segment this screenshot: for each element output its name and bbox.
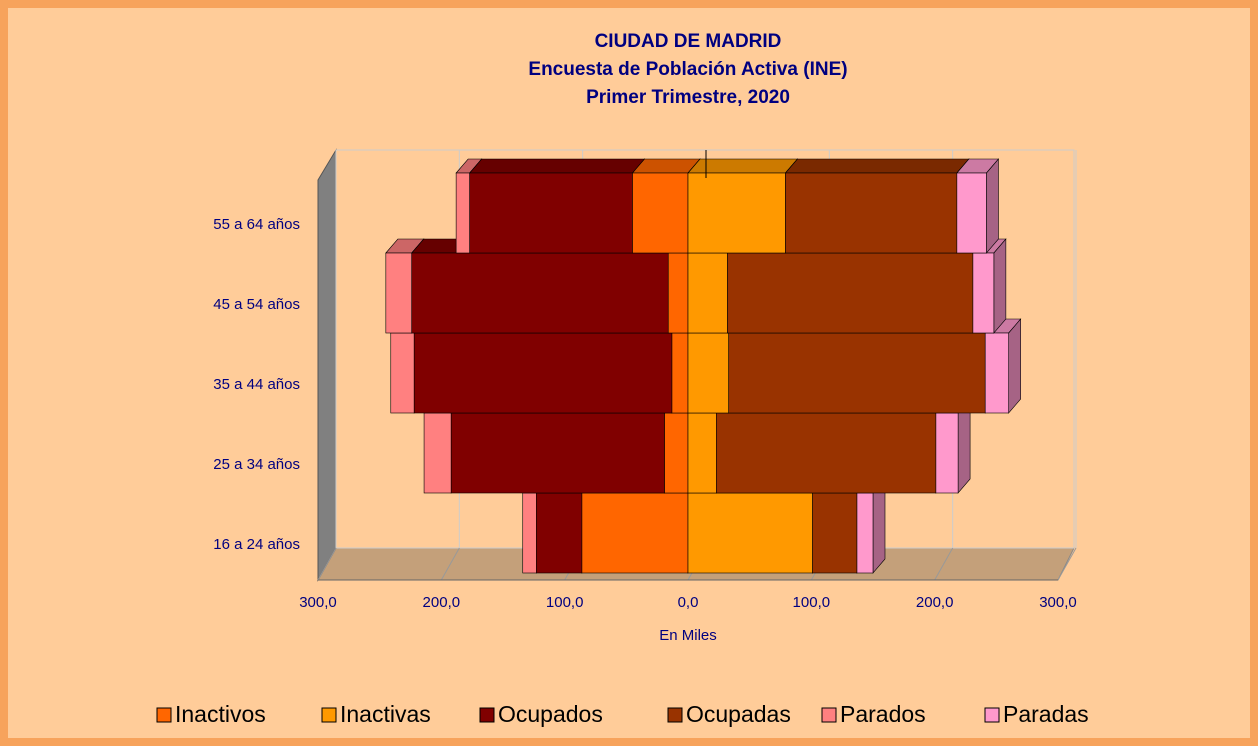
legend-swatch xyxy=(821,707,837,723)
bar xyxy=(522,492,537,574)
grid-line xyxy=(317,547,337,581)
grid-line xyxy=(1057,547,1077,581)
x-tick-label: 100,0 xyxy=(793,594,831,611)
bar-top xyxy=(687,158,799,174)
bar xyxy=(728,332,986,414)
legend-label: Ocupadas xyxy=(686,701,791,727)
chart-title: Encuesta de Población Activa (INE) xyxy=(528,59,847,80)
bar xyxy=(856,492,874,574)
legend-label: Inactivas xyxy=(340,701,431,727)
bar xyxy=(812,492,858,574)
chart-title: Primer Trimestre, 2020 xyxy=(586,87,790,108)
x-tick-label: 200,0 xyxy=(916,594,954,611)
chart-title: CIUDAD DE MADRID xyxy=(595,31,782,52)
x-tick-label: 0,0 xyxy=(678,594,699,611)
bar xyxy=(935,412,959,494)
bar-side xyxy=(1008,318,1021,414)
grid-line xyxy=(440,547,460,581)
bar xyxy=(535,492,583,574)
legend-swatch xyxy=(321,707,337,723)
bar xyxy=(687,332,730,414)
bar xyxy=(716,412,937,494)
legend-swatch xyxy=(984,707,1000,723)
bar xyxy=(956,172,987,254)
grid-line xyxy=(934,547,954,581)
bar-side xyxy=(993,238,1007,334)
y-tick-label: 45 a 54 años xyxy=(213,296,300,313)
legend-label: Inactivos xyxy=(175,701,266,727)
bar xyxy=(972,252,995,334)
x-tick-label: 300,0 xyxy=(299,594,337,611)
bar xyxy=(455,172,470,254)
y-tick-label: 35 a 44 años xyxy=(213,376,300,393)
bar xyxy=(411,252,669,334)
bar-top xyxy=(469,158,646,174)
bar xyxy=(390,332,415,414)
legend-label: Ocupados xyxy=(498,701,603,727)
bar xyxy=(413,332,673,414)
bar-top xyxy=(784,158,970,174)
y-tick-label: 16 a 24 años xyxy=(213,536,300,553)
legend-swatch xyxy=(667,707,683,723)
bar xyxy=(727,252,974,334)
bar xyxy=(687,172,786,254)
bar xyxy=(581,492,689,574)
x-tick-label: 300,0 xyxy=(1039,594,1077,611)
x-axis-label: En Miles xyxy=(659,627,717,644)
y-tick-label: 25 a 34 años xyxy=(213,456,300,473)
bar xyxy=(664,412,689,494)
bar xyxy=(469,172,633,254)
left-wall xyxy=(317,148,337,582)
legend-label: Paradas xyxy=(1003,701,1089,727)
legend-swatch xyxy=(479,707,495,723)
bar xyxy=(423,412,452,494)
legend-swatch xyxy=(156,707,172,723)
bar xyxy=(671,332,689,414)
bar xyxy=(450,412,665,494)
bar xyxy=(687,412,717,494)
bar xyxy=(385,252,413,334)
legend-label: Parados xyxy=(840,701,926,727)
bar-side xyxy=(986,158,999,254)
bar xyxy=(632,172,689,254)
x-tick-label: 200,0 xyxy=(423,594,461,611)
bar xyxy=(984,332,1009,414)
bar xyxy=(667,252,689,334)
x-tick-label: 100,0 xyxy=(546,594,584,611)
bar xyxy=(687,252,728,334)
bar xyxy=(687,492,813,574)
bar xyxy=(785,172,958,254)
y-tick-label: 55 a 64 años xyxy=(213,216,300,233)
